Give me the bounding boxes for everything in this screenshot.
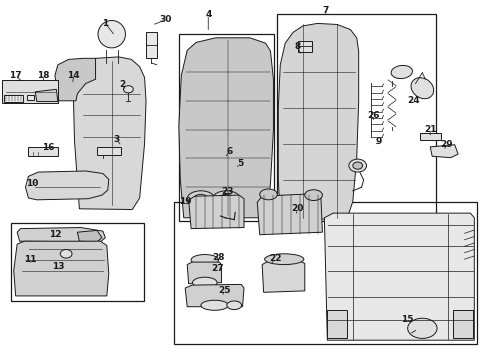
Ellipse shape (187, 191, 215, 207)
Text: 28: 28 (212, 253, 224, 262)
Text: 17: 17 (9, 71, 22, 80)
Bar (453, 310, 473, 338)
Text: 5: 5 (237, 159, 243, 168)
Ellipse shape (411, 78, 434, 99)
Ellipse shape (193, 277, 217, 288)
Text: 1: 1 (102, 19, 108, 28)
Polygon shape (25, 171, 109, 200)
Bar (179, 34, 274, 221)
Text: 24: 24 (408, 96, 420, 105)
Text: 13: 13 (51, 262, 64, 271)
Text: 15: 15 (401, 315, 414, 324)
Ellipse shape (60, 249, 72, 258)
Bar (420, 133, 441, 140)
Text: 29: 29 (441, 140, 453, 149)
Text: 21: 21 (424, 125, 437, 134)
Text: 3: 3 (114, 135, 120, 144)
Polygon shape (55, 58, 96, 101)
Bar (146, 32, 157, 58)
Ellipse shape (391, 66, 413, 78)
Ellipse shape (191, 255, 219, 265)
Ellipse shape (201, 300, 228, 310)
Bar (174, 202, 477, 344)
Bar (28, 147, 58, 156)
Polygon shape (179, 38, 273, 218)
Polygon shape (17, 228, 105, 242)
Polygon shape (278, 23, 359, 220)
Polygon shape (2, 80, 58, 103)
Text: 20: 20 (292, 204, 304, 213)
Ellipse shape (213, 191, 240, 207)
Ellipse shape (265, 254, 304, 265)
Text: 22: 22 (269, 254, 282, 263)
Text: 26: 26 (367, 111, 380, 120)
Bar (11, 223, 144, 301)
Ellipse shape (408, 318, 437, 338)
Polygon shape (187, 262, 221, 284)
Polygon shape (77, 230, 102, 242)
Ellipse shape (353, 162, 363, 169)
Text: 2: 2 (120, 80, 125, 89)
Bar (4, 95, 23, 102)
Text: 9: 9 (375, 136, 382, 145)
Ellipse shape (305, 190, 322, 201)
Text: 11: 11 (24, 256, 37, 264)
Polygon shape (262, 260, 305, 292)
Bar (277, 14, 436, 221)
Polygon shape (430, 145, 458, 158)
Text: 10: 10 (25, 179, 38, 188)
Polygon shape (189, 195, 244, 229)
Bar (298, 41, 312, 52)
Text: 4: 4 (205, 10, 212, 19)
Polygon shape (324, 213, 474, 340)
Text: 27: 27 (212, 264, 224, 273)
Text: 30: 30 (159, 15, 172, 24)
Ellipse shape (219, 194, 234, 203)
Polygon shape (74, 57, 146, 210)
Polygon shape (257, 194, 322, 235)
Bar (97, 147, 121, 155)
Ellipse shape (260, 189, 277, 200)
Ellipse shape (349, 159, 367, 172)
Ellipse shape (98, 21, 125, 48)
Text: 16: 16 (42, 143, 54, 152)
Polygon shape (185, 284, 244, 307)
Text: 23: 23 (221, 187, 234, 196)
Ellipse shape (123, 86, 133, 93)
Ellipse shape (227, 301, 242, 310)
Text: 18: 18 (37, 71, 49, 80)
Polygon shape (14, 241, 109, 296)
Ellipse shape (194, 194, 208, 203)
Text: 7: 7 (322, 6, 329, 15)
Text: 12: 12 (49, 230, 61, 239)
Text: 14: 14 (67, 71, 80, 80)
Text: 6: 6 (226, 147, 232, 156)
Bar (327, 310, 347, 338)
Text: 8: 8 (295, 42, 301, 51)
Text: 25: 25 (218, 287, 231, 295)
Bar (27, 95, 34, 100)
Polygon shape (35, 89, 58, 102)
Text: 19: 19 (179, 197, 192, 206)
